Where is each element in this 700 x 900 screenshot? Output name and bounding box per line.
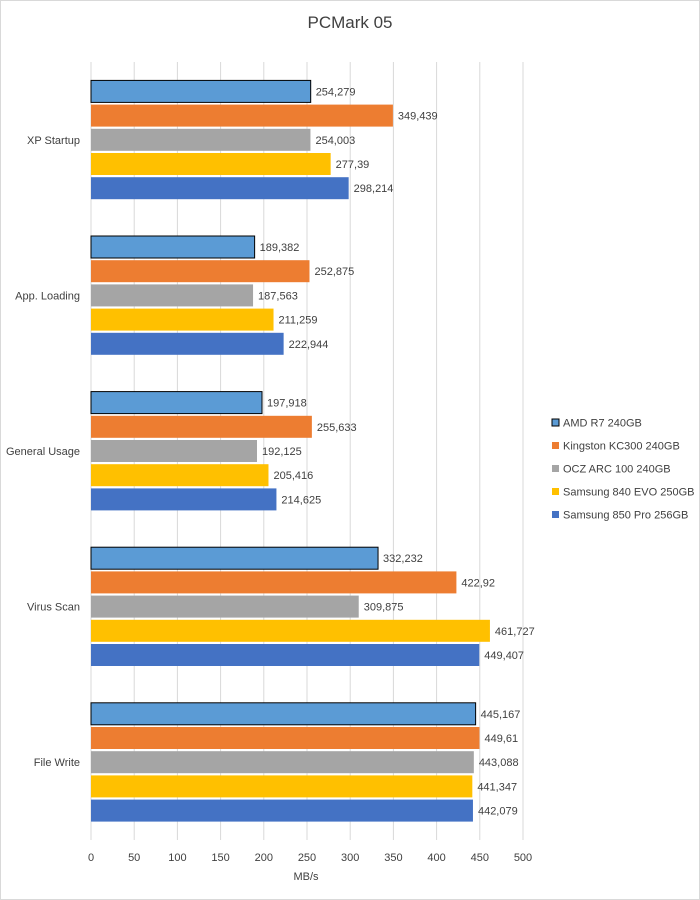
data-label: 192,125 xyxy=(262,446,302,458)
bar xyxy=(91,308,274,331)
data-label: 442,079 xyxy=(478,806,518,818)
bar xyxy=(91,128,311,151)
bar xyxy=(91,440,257,462)
bar xyxy=(90,391,263,415)
bar xyxy=(91,260,310,283)
data-label: 254,003 xyxy=(315,135,355,147)
data-label: 197,918 xyxy=(267,398,307,410)
data-label: 222,944 xyxy=(289,339,329,351)
legend-swatch xyxy=(552,442,559,449)
bar xyxy=(91,488,277,511)
bar xyxy=(91,727,480,749)
bar xyxy=(91,644,480,666)
legend-swatch xyxy=(552,488,559,495)
category-label: Virus Scan xyxy=(27,602,80,614)
bar xyxy=(91,464,269,487)
value-labels: 254,279 349,439 254,003 277,39 298,214 189,38… xyxy=(258,86,535,817)
bar xyxy=(91,751,474,774)
bar xyxy=(91,104,393,127)
data-label: 449,407 xyxy=(484,650,524,662)
data-label: 332,232 xyxy=(383,553,423,565)
data-label: 214,625 xyxy=(281,494,321,506)
x-tick-label: 300 xyxy=(341,852,359,864)
bar xyxy=(91,619,490,642)
tick-labels: 0 50 100 150 200 250 300 350 400 450 500 xyxy=(88,852,532,864)
x-tick-label: 0 xyxy=(88,852,94,864)
data-label: 461,727 xyxy=(495,626,535,638)
legend-label: Samsung 850 Pro 256GB xyxy=(563,510,688,522)
x-tick-label: 350 xyxy=(384,852,402,864)
x-tick-label: 100 xyxy=(168,852,186,864)
legend-swatch xyxy=(551,418,560,427)
bar xyxy=(91,415,312,438)
bar xyxy=(91,571,457,594)
category-label: App. Loading xyxy=(15,290,80,302)
legend: AMD R7 240GB Kingston KC300 240GB OCZ ARC … xyxy=(551,418,694,522)
data-label: 349,439 xyxy=(398,111,438,123)
legend-label: OCZ ARC 100 240GB xyxy=(563,464,671,476)
data-label: 205,416 xyxy=(273,470,313,482)
legend-label: Samsung 840 EVO 250GB xyxy=(563,487,694,499)
bar xyxy=(91,595,359,618)
category-labels: XP Startup App. Loading General Usage Virus… xyxy=(6,135,80,769)
data-label: 449,61 xyxy=(484,733,518,745)
data-label: 255,633 xyxy=(317,422,357,434)
data-label: 252,875 xyxy=(314,266,354,278)
x-tick-label: 400 xyxy=(427,852,445,864)
legend-label: Kingston KC300 240GB xyxy=(563,441,680,453)
x-tick-label: 150 xyxy=(211,852,229,864)
data-label: 309,875 xyxy=(364,602,404,614)
x-tick-label: 50 xyxy=(128,852,140,864)
bars xyxy=(90,79,490,822)
legend-label: AMD R7 240GB xyxy=(563,418,642,430)
bar xyxy=(90,546,379,570)
data-label: 211,259 xyxy=(279,315,318,327)
x-tick-label: 500 xyxy=(514,852,532,864)
bar xyxy=(90,235,256,259)
data-label: 441,347 xyxy=(477,781,517,793)
bar xyxy=(91,799,473,822)
category-label: General Usage xyxy=(6,446,80,458)
data-label: 443,088 xyxy=(479,757,519,769)
bar xyxy=(90,702,477,726)
data-label: 189,382 xyxy=(260,242,300,254)
bar xyxy=(91,284,254,307)
legend-swatch xyxy=(552,511,559,518)
data-label: 187,563 xyxy=(258,290,298,302)
bar xyxy=(91,177,349,200)
x-tick-label: 450 xyxy=(471,852,489,864)
chart-title: PCMark 05 xyxy=(307,13,392,32)
bar xyxy=(91,332,284,355)
data-label: 445,167 xyxy=(481,709,521,721)
data-label: 422,92 xyxy=(461,577,495,589)
bar xyxy=(90,79,312,103)
legend-swatch xyxy=(552,465,559,472)
x-tick-label: 200 xyxy=(255,852,273,864)
data-label: 298,214 xyxy=(354,183,394,195)
x-axis-title: MB/s xyxy=(293,871,319,883)
data-label: 277,39 xyxy=(336,159,370,171)
bar xyxy=(91,775,473,798)
x-tick-label: 250 xyxy=(298,852,316,864)
category-label: File Write xyxy=(34,757,80,769)
category-label: XP Startup xyxy=(27,135,80,147)
bar xyxy=(91,153,331,175)
data-label: 254,279 xyxy=(316,86,356,98)
